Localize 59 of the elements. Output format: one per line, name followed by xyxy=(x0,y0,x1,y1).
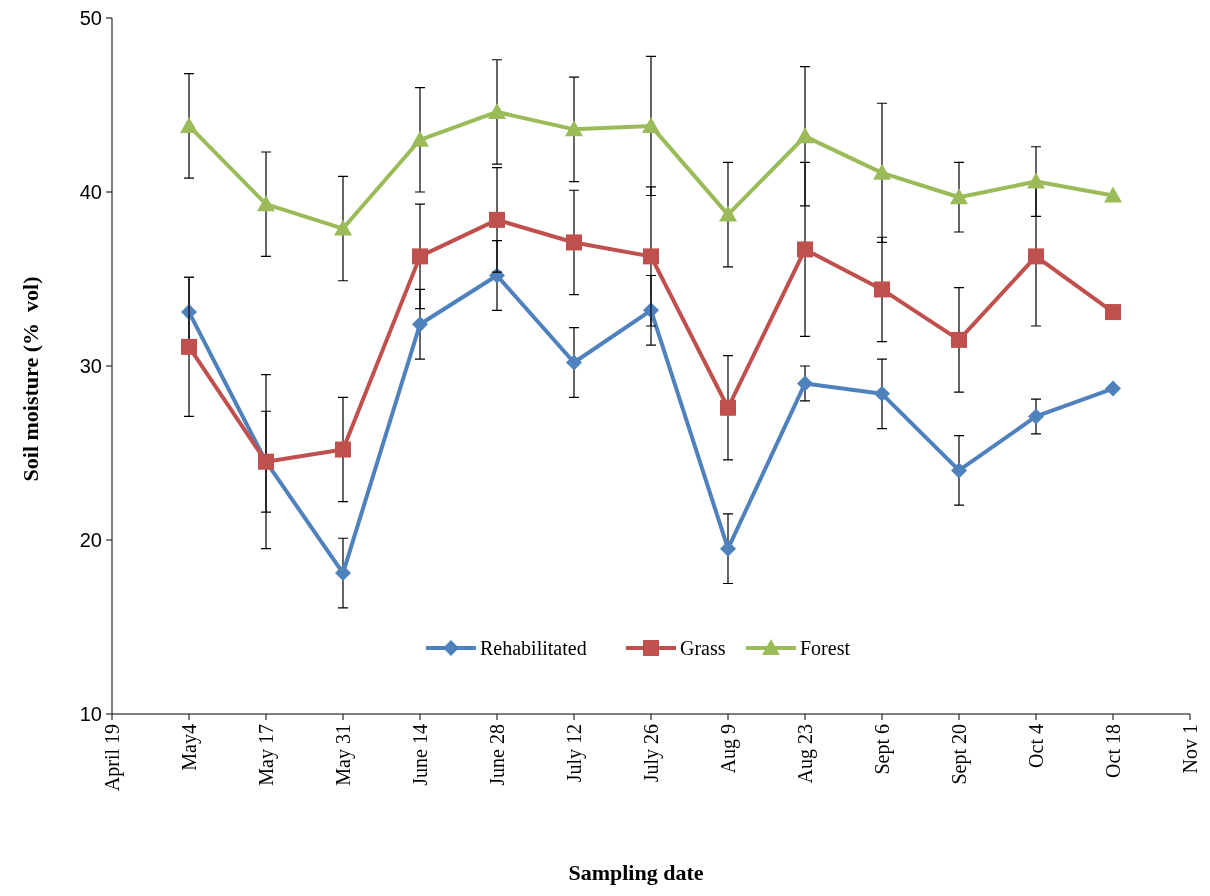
legend-label: Grass xyxy=(680,637,726,659)
point xyxy=(720,399,736,416)
y-tick-label: 10 xyxy=(79,703,102,725)
x-tick-label: May 31 xyxy=(332,724,355,786)
x-axis-title: Sampling date xyxy=(568,860,704,885)
point xyxy=(257,195,275,212)
point xyxy=(643,248,659,265)
point xyxy=(797,241,813,258)
point xyxy=(335,441,351,458)
x-tick-label: June 14 xyxy=(409,724,431,786)
point xyxy=(334,219,352,236)
point xyxy=(642,116,660,133)
point xyxy=(1105,304,1121,321)
point xyxy=(412,316,428,333)
point xyxy=(874,281,890,298)
point xyxy=(489,211,505,228)
point xyxy=(797,375,813,392)
point xyxy=(488,102,506,119)
x-tick-label: Aug 23 xyxy=(794,724,817,784)
point xyxy=(951,331,967,348)
point xyxy=(1105,380,1121,397)
y-axis-title: Soil moisture (% vol) xyxy=(18,276,43,482)
point xyxy=(1027,172,1045,189)
point xyxy=(566,354,582,371)
x-tick-label: Sept 20 xyxy=(948,724,971,785)
legend-label: Rehabilitated xyxy=(480,637,587,659)
point xyxy=(565,120,583,137)
x-tick-label: June 28 xyxy=(486,724,508,786)
point xyxy=(796,127,814,144)
point xyxy=(412,248,428,265)
point xyxy=(950,188,968,205)
x-tick-label: July 26 xyxy=(640,724,663,783)
point xyxy=(874,385,890,402)
x-tick-label: Aug 9 xyxy=(717,724,740,774)
point xyxy=(1028,248,1044,265)
point xyxy=(719,205,737,222)
point xyxy=(566,234,582,251)
point xyxy=(180,116,198,133)
x-tick-label: Oct 18 xyxy=(1102,724,1124,778)
point xyxy=(1028,408,1044,425)
x-tick-label: Nov 1 xyxy=(1179,724,1201,774)
y-tick-label: 20 xyxy=(79,529,102,551)
x-tick-label: May 17 xyxy=(255,724,278,786)
y-tick-label: 30 xyxy=(79,355,102,377)
point xyxy=(720,540,736,557)
x-tick-label: Sept 6 xyxy=(871,724,894,775)
point xyxy=(335,565,351,582)
point xyxy=(181,338,197,355)
y-tick-label: 50 xyxy=(79,7,102,29)
x-tick-label: April 19 xyxy=(101,724,124,792)
x-tick-label: July 12 xyxy=(563,724,586,783)
x-tick-label: May4 xyxy=(178,724,201,771)
point xyxy=(951,462,967,479)
x-tick-label: Oct 4 xyxy=(1025,724,1047,768)
y-tick-label: 40 xyxy=(79,181,102,203)
legend-label: Forest xyxy=(800,637,851,659)
point xyxy=(873,163,891,180)
point xyxy=(411,130,429,147)
point xyxy=(1104,186,1122,203)
